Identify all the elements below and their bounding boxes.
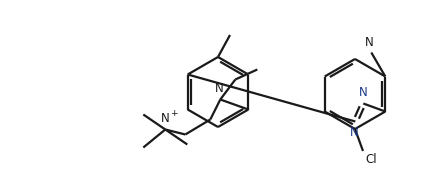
Text: +: + (170, 108, 177, 118)
Text: N: N (214, 83, 223, 95)
Text: N: N (358, 87, 367, 99)
Text: N: N (364, 36, 373, 50)
Text: Cl: Cl (364, 153, 376, 166)
Text: N: N (349, 125, 358, 139)
Text: N: N (161, 112, 169, 125)
